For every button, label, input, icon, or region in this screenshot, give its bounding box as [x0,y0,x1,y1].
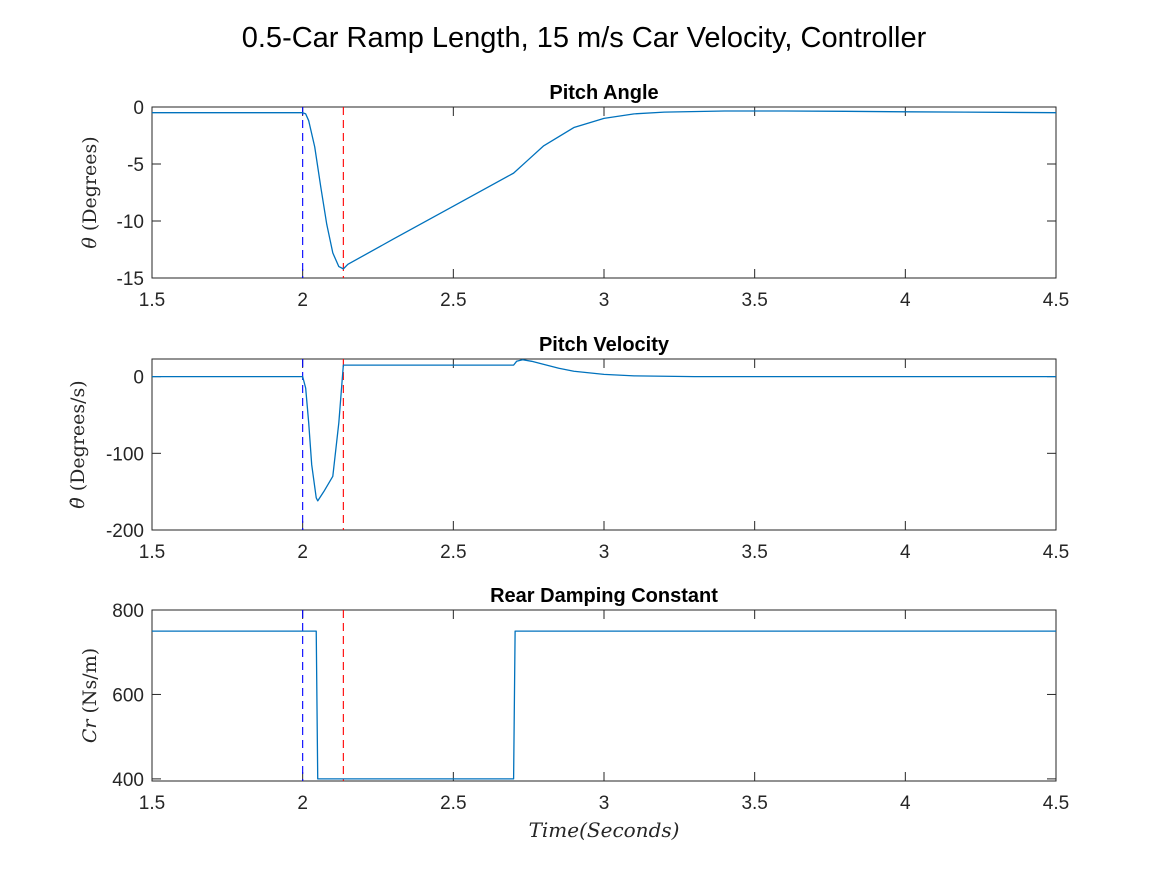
x-tick-label: 3.5 [741,542,767,563]
axes-box [151,106,1057,279]
y-axis-label: θ̇ (Degrees/s) [67,380,89,508]
x-tick-label: 2 [297,542,308,563]
y-axis-label: θ (Degrees) [79,136,101,248]
x-tick-label: 3.5 [741,793,767,814]
subplot-pitch-angle: 1.5 2 2.5 3 3.5 4 4.5 0 -5 -10 -15 Pitch Angle θ (De… [79,82,1069,311]
x-tick-label: 3 [599,290,610,311]
figure-title: 0.5-Car Ramp Length, 15 m/s Car Velocity… [242,22,927,54]
x-tick-label: 2.5 [440,542,466,563]
subplot-title: Pitch Angle [549,82,658,104]
x-axis-label: Time(Seconds) [529,818,680,842]
x-tick-label: 4.5 [1043,290,1069,311]
axes-box [151,358,1057,531]
x-tick-label: 3.5 [741,290,767,311]
series-line [152,359,1056,502]
x-tick-label: 1.5 [139,793,165,814]
y-tick-label: 800 [112,601,144,622]
x-tick-label: 4 [900,290,911,311]
y-axis-unit: (Degrees/s) [67,380,89,491]
y-axis-symbol: θ̇ [67,491,89,508]
y-axis-unit: (Ns/m) [79,648,101,714]
subplot-rear-damping-constant: 1.5 2 2.5 3 3.5 4 4.5 800 600 400 Rear Damping Con… [79,585,1069,842]
subplot-pitch-velocity: 1.5 2 2.5 3 3.5 4 4.5 0 -100 -200 Pitch Velocity θ̇… [67,334,1069,563]
y-tick-label: -100 [106,444,144,465]
x-tick-label: 2.5 [440,290,466,311]
x-tick-label: 2 [297,793,308,814]
y-tick-label: 0 [133,98,144,119]
x-tick-label: 4 [900,542,911,563]
x-tick-label: 4 [900,793,911,814]
x-tick-label: 1.5 [139,290,165,311]
y-axis-unit: (Degrees) [79,136,101,231]
x-tick-label: 4.5 [1043,793,1069,814]
y-tick-label: -15 [117,269,144,290]
y-axis-symbol: θ [79,231,101,248]
x-tick-label: 1.5 [139,542,165,563]
y-axis-symbol: Cr [79,713,101,743]
y-tick-label: 600 [112,685,144,706]
x-tick-label: 3 [599,793,610,814]
subplot-title: Pitch Velocity [539,334,670,356]
y-tick-label: -10 [117,212,144,233]
subplot-title: Rear Damping Constant [490,585,718,607]
y-tick-label: -5 [127,155,144,176]
x-tick-label: 2 [297,290,308,311]
y-tick-label: 400 [112,770,144,791]
series-line [152,630,1056,780]
x-tick-label: 4.5 [1043,542,1069,563]
series-line [152,110,1056,270]
axes-box [151,609,1057,782]
y-tick-label: 0 [133,368,144,389]
y-axis-label: Cr (Ns/m) [79,648,101,743]
x-tick-label: 3 [599,542,610,563]
y-tick-label: -200 [106,521,144,542]
x-tick-label: 2.5 [440,793,466,814]
